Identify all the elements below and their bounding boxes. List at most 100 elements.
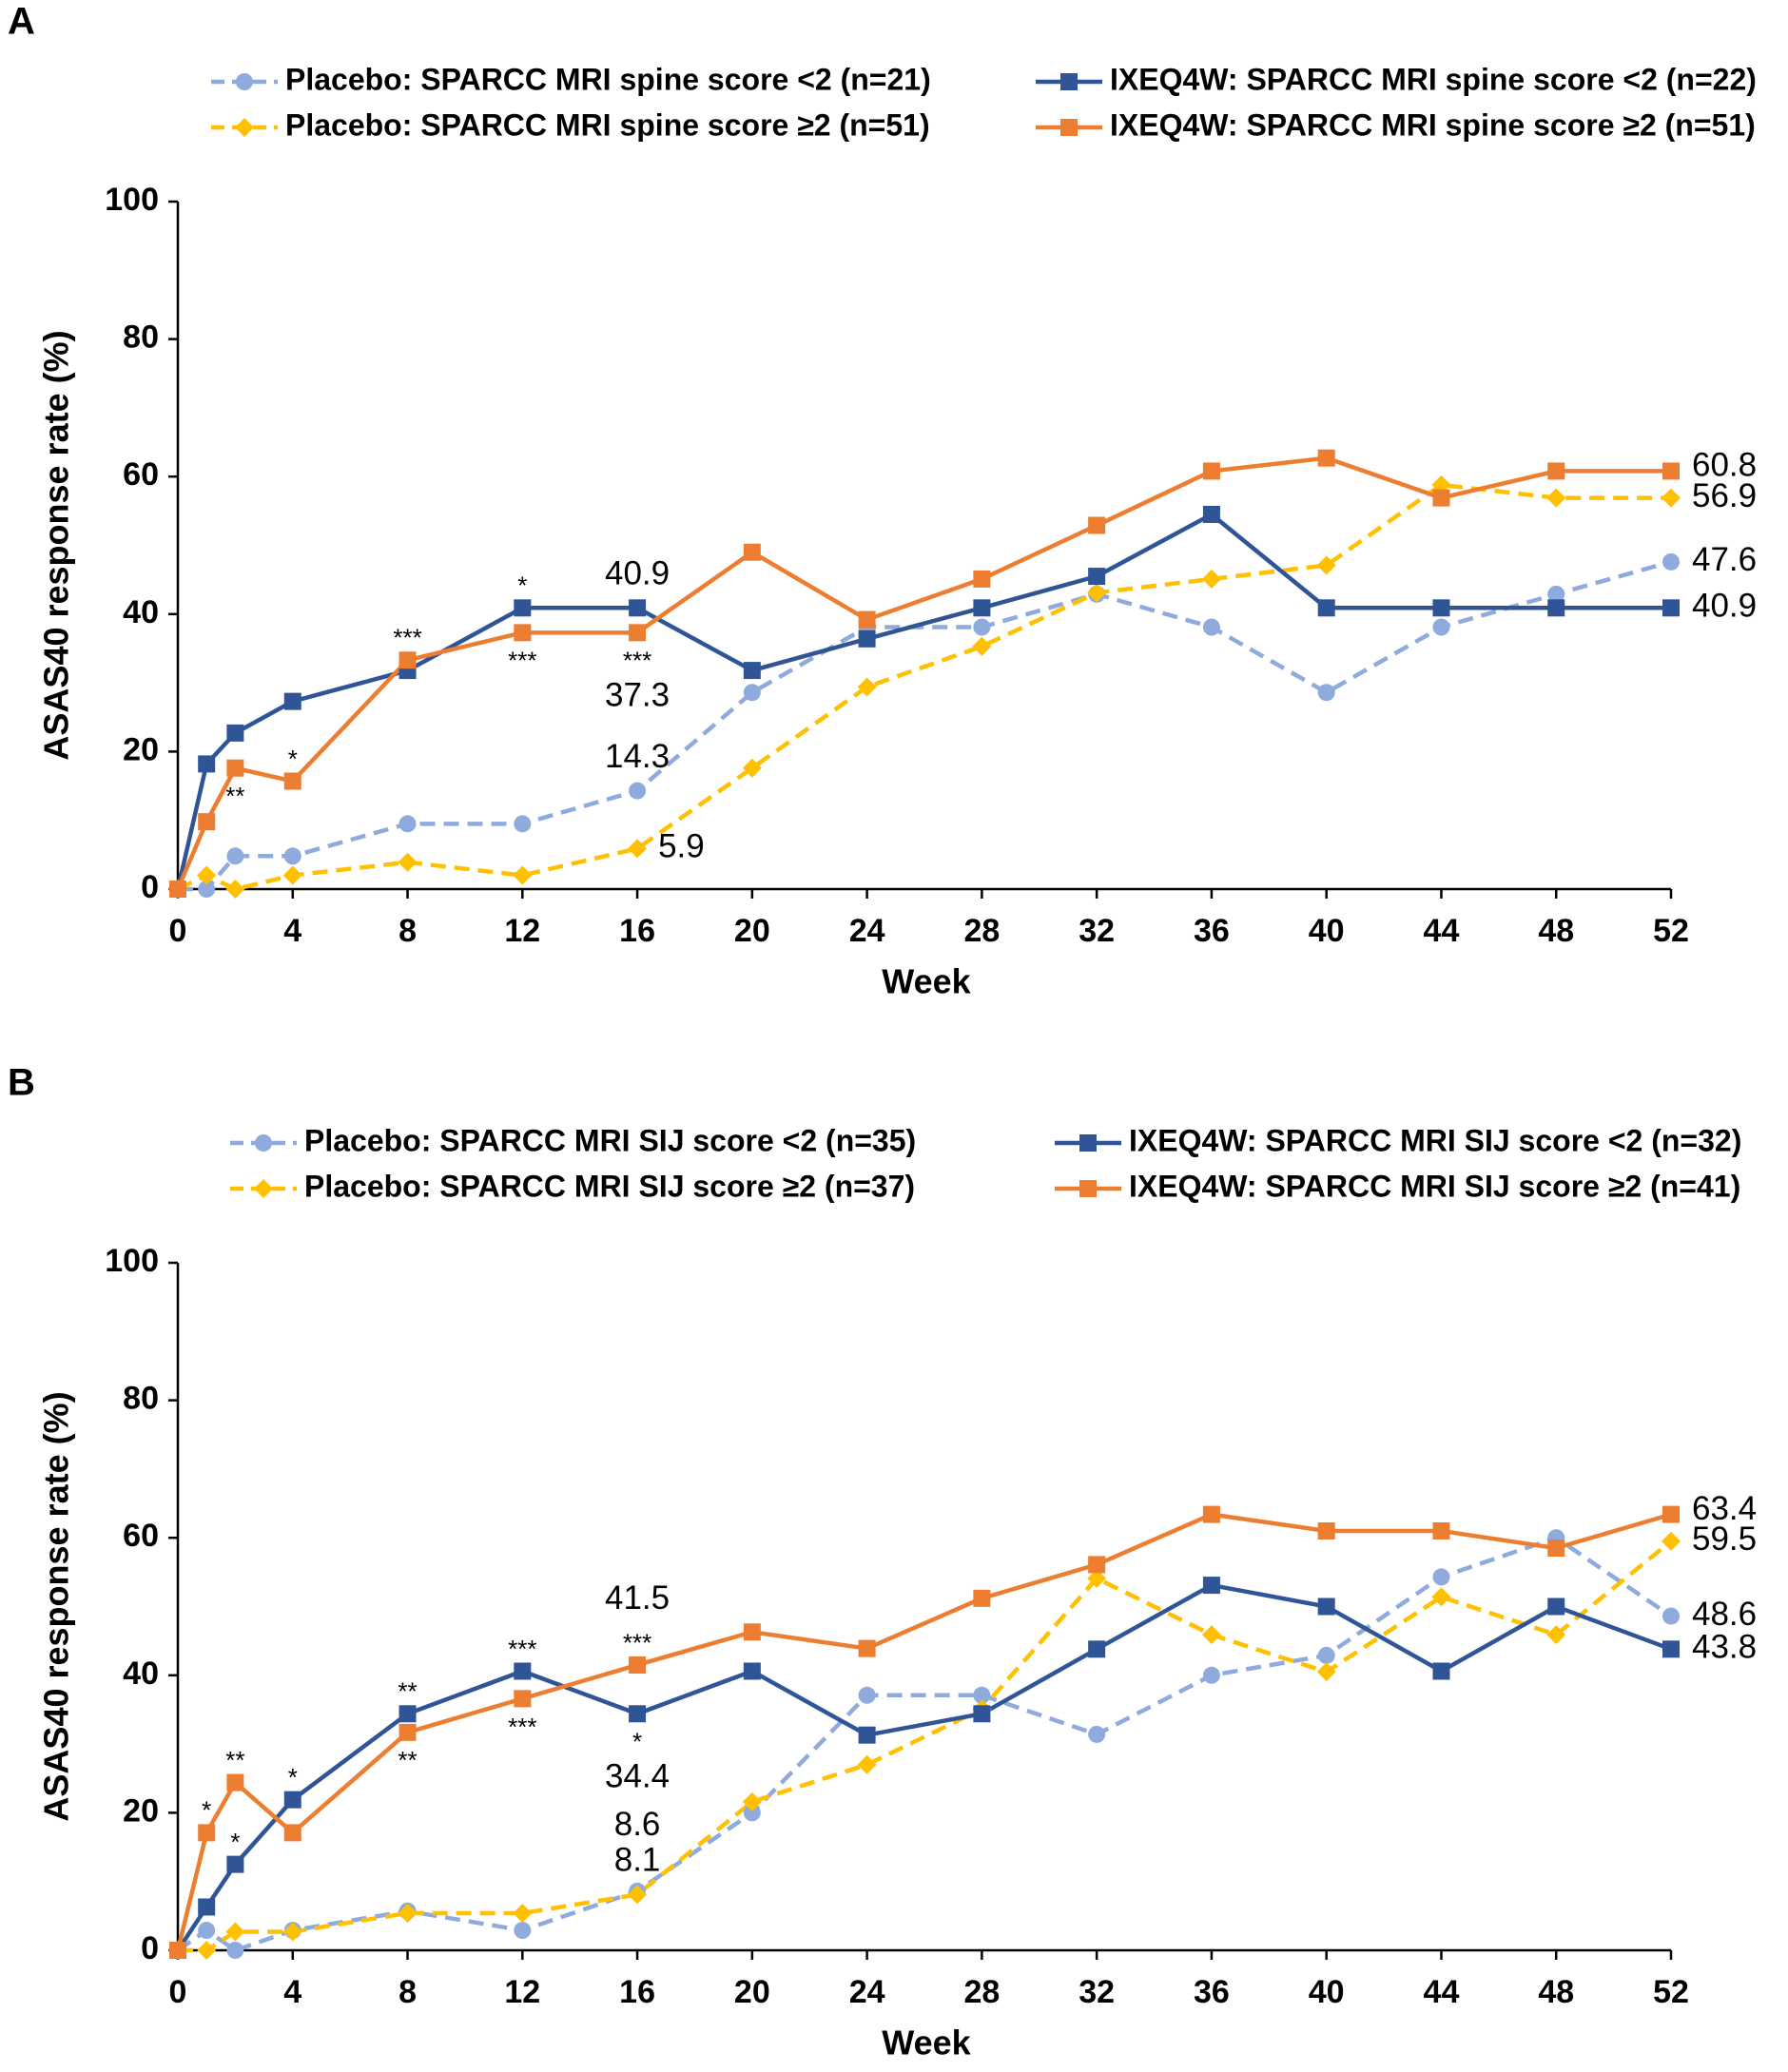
marker — [282, 1922, 302, 1942]
marker — [226, 1942, 244, 1959]
marker — [1432, 1521, 1450, 1539]
legend-marker — [235, 118, 254, 137]
significance-marker: *** — [623, 1628, 651, 1656]
x-axis-title: Week — [882, 2024, 971, 2062]
marker — [1316, 1662, 1336, 1682]
x-tick-label: 36 — [1194, 913, 1230, 949]
marker — [283, 772, 301, 790]
marker — [283, 692, 301, 710]
marker — [1202, 1666, 1220, 1684]
x-tick-label: 12 — [504, 913, 540, 949]
marker — [629, 599, 647, 617]
data-label: 8.1 — [614, 1842, 661, 1879]
marker — [1431, 1587, 1451, 1607]
marker — [1547, 585, 1565, 603]
marker — [198, 813, 216, 831]
marker — [628, 1885, 648, 1905]
data-label: 47.6 — [1692, 541, 1757, 578]
panel-label: B — [8, 1062, 35, 1104]
legend-marker — [1079, 1180, 1097, 1197]
data-label: 34.4 — [605, 1758, 670, 1795]
significance-marker: ** — [398, 1746, 417, 1774]
marker — [226, 759, 244, 777]
x-tick-label: 28 — [963, 913, 1000, 949]
marker — [1088, 1556, 1106, 1574]
marker — [1088, 1640, 1106, 1658]
x-tick-label: 0 — [169, 1974, 187, 2010]
y-tick-label: 0 — [141, 1930, 159, 1966]
x-tick-label: 24 — [849, 913, 885, 949]
legend-marker — [1060, 73, 1078, 90]
marker — [198, 1922, 216, 1940]
marker — [169, 1942, 186, 1959]
marker — [1662, 552, 1680, 571]
significance-marker: ** — [225, 782, 244, 810]
marker — [1088, 516, 1106, 534]
x-tick-label: 16 — [619, 1974, 655, 2010]
marker — [225, 880, 245, 899]
x-tick-label: 52 — [1653, 1974, 1689, 2010]
y-tick-label: 60 — [123, 1518, 159, 1554]
marker — [973, 599, 991, 617]
marker — [198, 881, 216, 898]
significance-marker: *** — [623, 647, 651, 675]
marker — [1662, 462, 1680, 480]
marker — [628, 839, 648, 859]
legend-marker — [236, 73, 253, 90]
marker — [1547, 462, 1565, 480]
marker — [398, 1903, 418, 1923]
y-tick-label: 20 — [123, 731, 159, 767]
marker — [1432, 489, 1450, 507]
y-tick-label: 100 — [105, 182, 159, 218]
marker — [225, 1922, 245, 1942]
x-tick-label: 8 — [398, 913, 417, 949]
data-label: 63.4 — [1692, 1490, 1757, 1527]
marker — [1202, 462, 1220, 480]
marker — [743, 1623, 761, 1641]
marker — [398, 852, 418, 872]
y-tick-label: 100 — [105, 1243, 159, 1279]
x-tick-label: 40 — [1309, 913, 1345, 949]
marker — [513, 865, 533, 885]
marker — [1662, 1607, 1680, 1625]
marker — [1662, 1640, 1680, 1658]
marker — [283, 847, 301, 865]
series-line — [176, 1535, 1673, 1953]
marker — [1432, 1662, 1450, 1680]
marker — [513, 1903, 533, 1923]
marker — [1546, 488, 1566, 508]
marker — [1088, 568, 1106, 586]
x-tick-label: 16 — [619, 913, 655, 949]
marker — [198, 1824, 216, 1842]
data-label: 8.6 — [614, 1806, 661, 1843]
y-tick-label: 60 — [123, 456, 159, 493]
marker — [629, 1705, 647, 1723]
marker — [629, 782, 647, 800]
y-tick-label: 80 — [123, 1381, 159, 1417]
marker — [1202, 618, 1220, 636]
x-tick-label: 12 — [504, 1974, 540, 2010]
marker — [398, 1723, 417, 1741]
legend-marker — [254, 1179, 273, 1198]
significance-marker: ** — [398, 1677, 417, 1706]
data-label: 14.3 — [605, 738, 670, 775]
marker — [514, 1922, 532, 1940]
data-label: 40.9 — [1692, 588, 1757, 625]
significance-marker: *** — [508, 1713, 536, 1741]
marker — [226, 847, 244, 865]
legend-label: IXEQ4W: SPARCC MRI SIJ score ≥2 (n=41) — [1129, 1169, 1740, 1203]
y-tick-label: 40 — [123, 594, 159, 630]
marker — [629, 1656, 647, 1674]
significance-marker: ** — [225, 1746, 244, 1774]
marker — [226, 1773, 244, 1791]
marker — [742, 758, 762, 778]
significance-marker: *** — [508, 1635, 536, 1663]
significance-marker: *** — [393, 624, 421, 652]
data-label: 5.9 — [658, 828, 705, 865]
marker — [398, 1705, 417, 1723]
x-tick-label: 44 — [1424, 1974, 1460, 2010]
marker — [857, 677, 877, 697]
legend-marker — [255, 1134, 272, 1152]
marker — [973, 618, 991, 636]
marker — [1317, 1521, 1335, 1539]
